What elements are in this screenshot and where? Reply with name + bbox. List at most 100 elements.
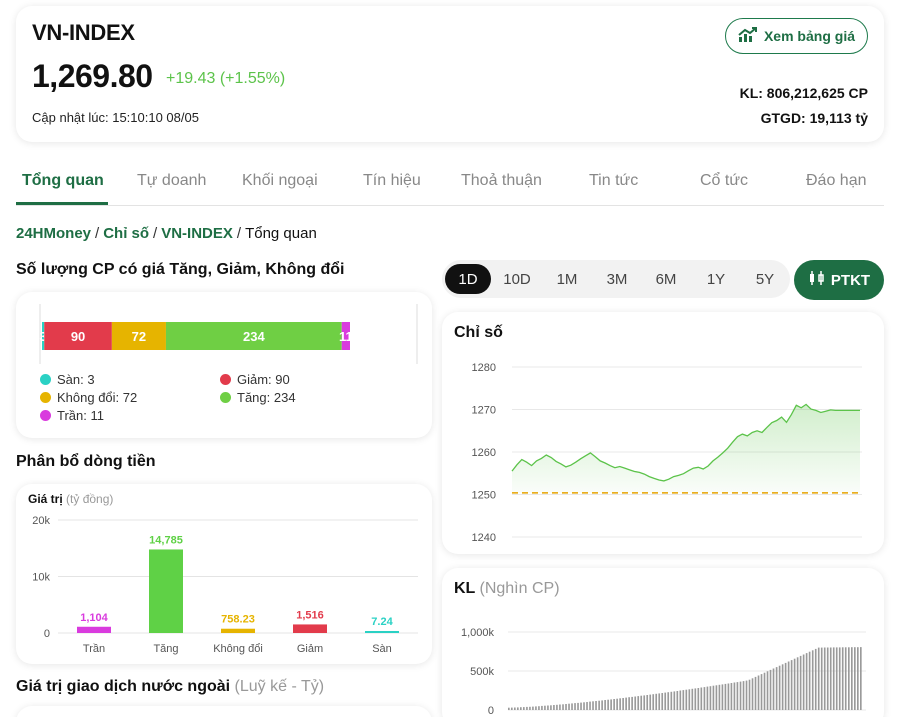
volume-bar [598,700,600,710]
legend-ceiling-label: Trần: 11 [57,408,104,423]
volume-bar [727,683,730,710]
tab-signals[interactable]: Tín hiệu [363,172,421,189]
money-flow-x-tick: Tăng [153,643,178,655]
candlestick-icon [808,270,826,290]
index-y-tick: 1250 [472,490,496,502]
stock-count-segment-khongdoi [111,322,166,350]
volume-bar [844,647,847,710]
volume-chart-title: KL (Nghìn CP) [454,580,560,598]
volume-bar [520,707,522,710]
stock-count-title: Số lượng CP có giá Tăng, Giảm, Không đổi [16,261,345,278]
money-flow-bar-value: 1,104 [80,612,108,624]
period-6m[interactable]: 6M [643,264,689,294]
volume-bar [715,685,718,710]
stock-count-value-khongdoi: 72 [132,329,146,344]
money-flow-x-tick: Trần [83,643,105,655]
volume-bar [841,647,844,710]
volume-bar [835,647,838,710]
money-flow-y-tick: 10k [32,572,50,584]
money-flow-y-tick: 20k [32,515,50,527]
volume-bar [778,665,781,710]
volume-bar [583,702,585,710]
volume-bar [535,706,537,710]
volume-bar [817,647,820,710]
money-flow-bar-value: 758.23 [221,614,255,626]
volume-bar [748,679,751,710]
stock-count-segment-tran [341,322,350,350]
volume-text: KL: 806,212,625 CP [739,85,868,101]
foreign-title: Giá trị giao dịch nước ngoài (Luỹ kế - T… [16,678,324,696]
volume-bar [631,696,633,710]
breadcrumb-home[interactable]: 24HMoney [16,225,92,242]
volume-bar [796,657,799,710]
index-y-tick: 1280 [472,362,496,374]
money-flow-y-tick: 0 [44,628,50,640]
money-flow-bar [293,624,327,633]
volume-bar [532,706,534,710]
tab-news[interactable]: Tin tức [589,172,639,189]
volume-bar [739,681,742,710]
volume-bar [769,669,772,710]
index-line [511,403,860,482]
tab-proprietary[interactable]: Tự doanh [137,172,207,189]
volume-bar [538,706,540,710]
period-1d[interactable]: 1D [445,264,491,294]
tab-dividends[interactable]: Cổ tức [700,172,749,189]
volume-bar [649,694,652,710]
volume-bar [781,664,784,710]
volume-bar [547,705,549,710]
index-value: 1,269.80 [32,58,153,94]
volume-bar [700,687,703,710]
tab-negotiated[interactable]: Thoả thuận [461,172,542,189]
money-flow-chart: 20k 10k 0 1,104 Trần 14,785 Tăng 758.23 Không đổ… [32,515,418,655]
money-flow-bar [77,626,111,633]
stock-count-value-tang: 234 [243,329,265,344]
money-flow-card: Giá trị (tỷ đồng) 20k 10k 0 1,104 Trần 14,785… [16,484,432,664]
volume-bar [685,689,688,710]
period-3m[interactable]: 3M [594,264,640,294]
volume-bar [757,675,760,710]
volume-bar [691,688,694,710]
period-5y[interactable]: 5Y [742,264,788,294]
stock-count-card: 3 90 72 234 11 Sàn: 3 Giảm: 90 Không đổi: 72… [16,292,432,438]
volume-bar [673,691,676,710]
breadcrumb-section[interactable]: Chỉ số [103,225,150,242]
volume-bar [802,654,805,710]
volume-bar [643,695,646,710]
legend-down: Giảm: 90 [220,372,290,387]
money-flow-bar [221,628,255,633]
volume-bar [754,676,757,710]
breadcrumb-index[interactable]: VN-INDEX [161,225,233,242]
volume-bar [634,696,637,710]
legend-floor-label: Sàn: 3 [57,372,95,387]
money-flow-bar [365,631,399,633]
volume-bar [523,707,525,710]
volume-bar [589,701,591,710]
volume-bar [709,686,712,710]
money-flow-x-tick: Sàn [372,643,392,655]
volume-bar [586,702,588,710]
volume-bar [775,667,778,710]
volume-bar [655,693,658,710]
volume-bar [724,683,727,710]
volume-bar [574,703,576,710]
volume-bar [848,647,850,710]
view-price-board-button[interactable]: Xem bảng giá [724,18,868,54]
index-name: VN-INDEX [32,20,135,45]
technical-analysis-button[interactable]: PTKT [794,260,884,300]
period-10d[interactable]: 10D [494,264,540,294]
unchanged-dot-icon [40,392,51,403]
stock-count-segment-tang [165,322,342,350]
tab-overview[interactable]: Tổng quan [22,172,104,189]
tab-maturity[interactable]: Đáo hạn [806,172,867,189]
volume-title-text: KL [454,580,476,597]
index-chart-title: Chỉ số [454,324,503,341]
up-dot-icon [220,392,231,403]
tab-foreign[interactable]: Khối ngoại [242,172,318,189]
period-1m[interactable]: 1M [544,264,590,294]
volume-bar [838,647,841,710]
volume-bar [658,693,661,710]
volume-chart: 1,000k 500k 0 [461,627,866,717]
period-1y[interactable]: 1Y [693,264,739,294]
volume-bar [637,696,640,710]
